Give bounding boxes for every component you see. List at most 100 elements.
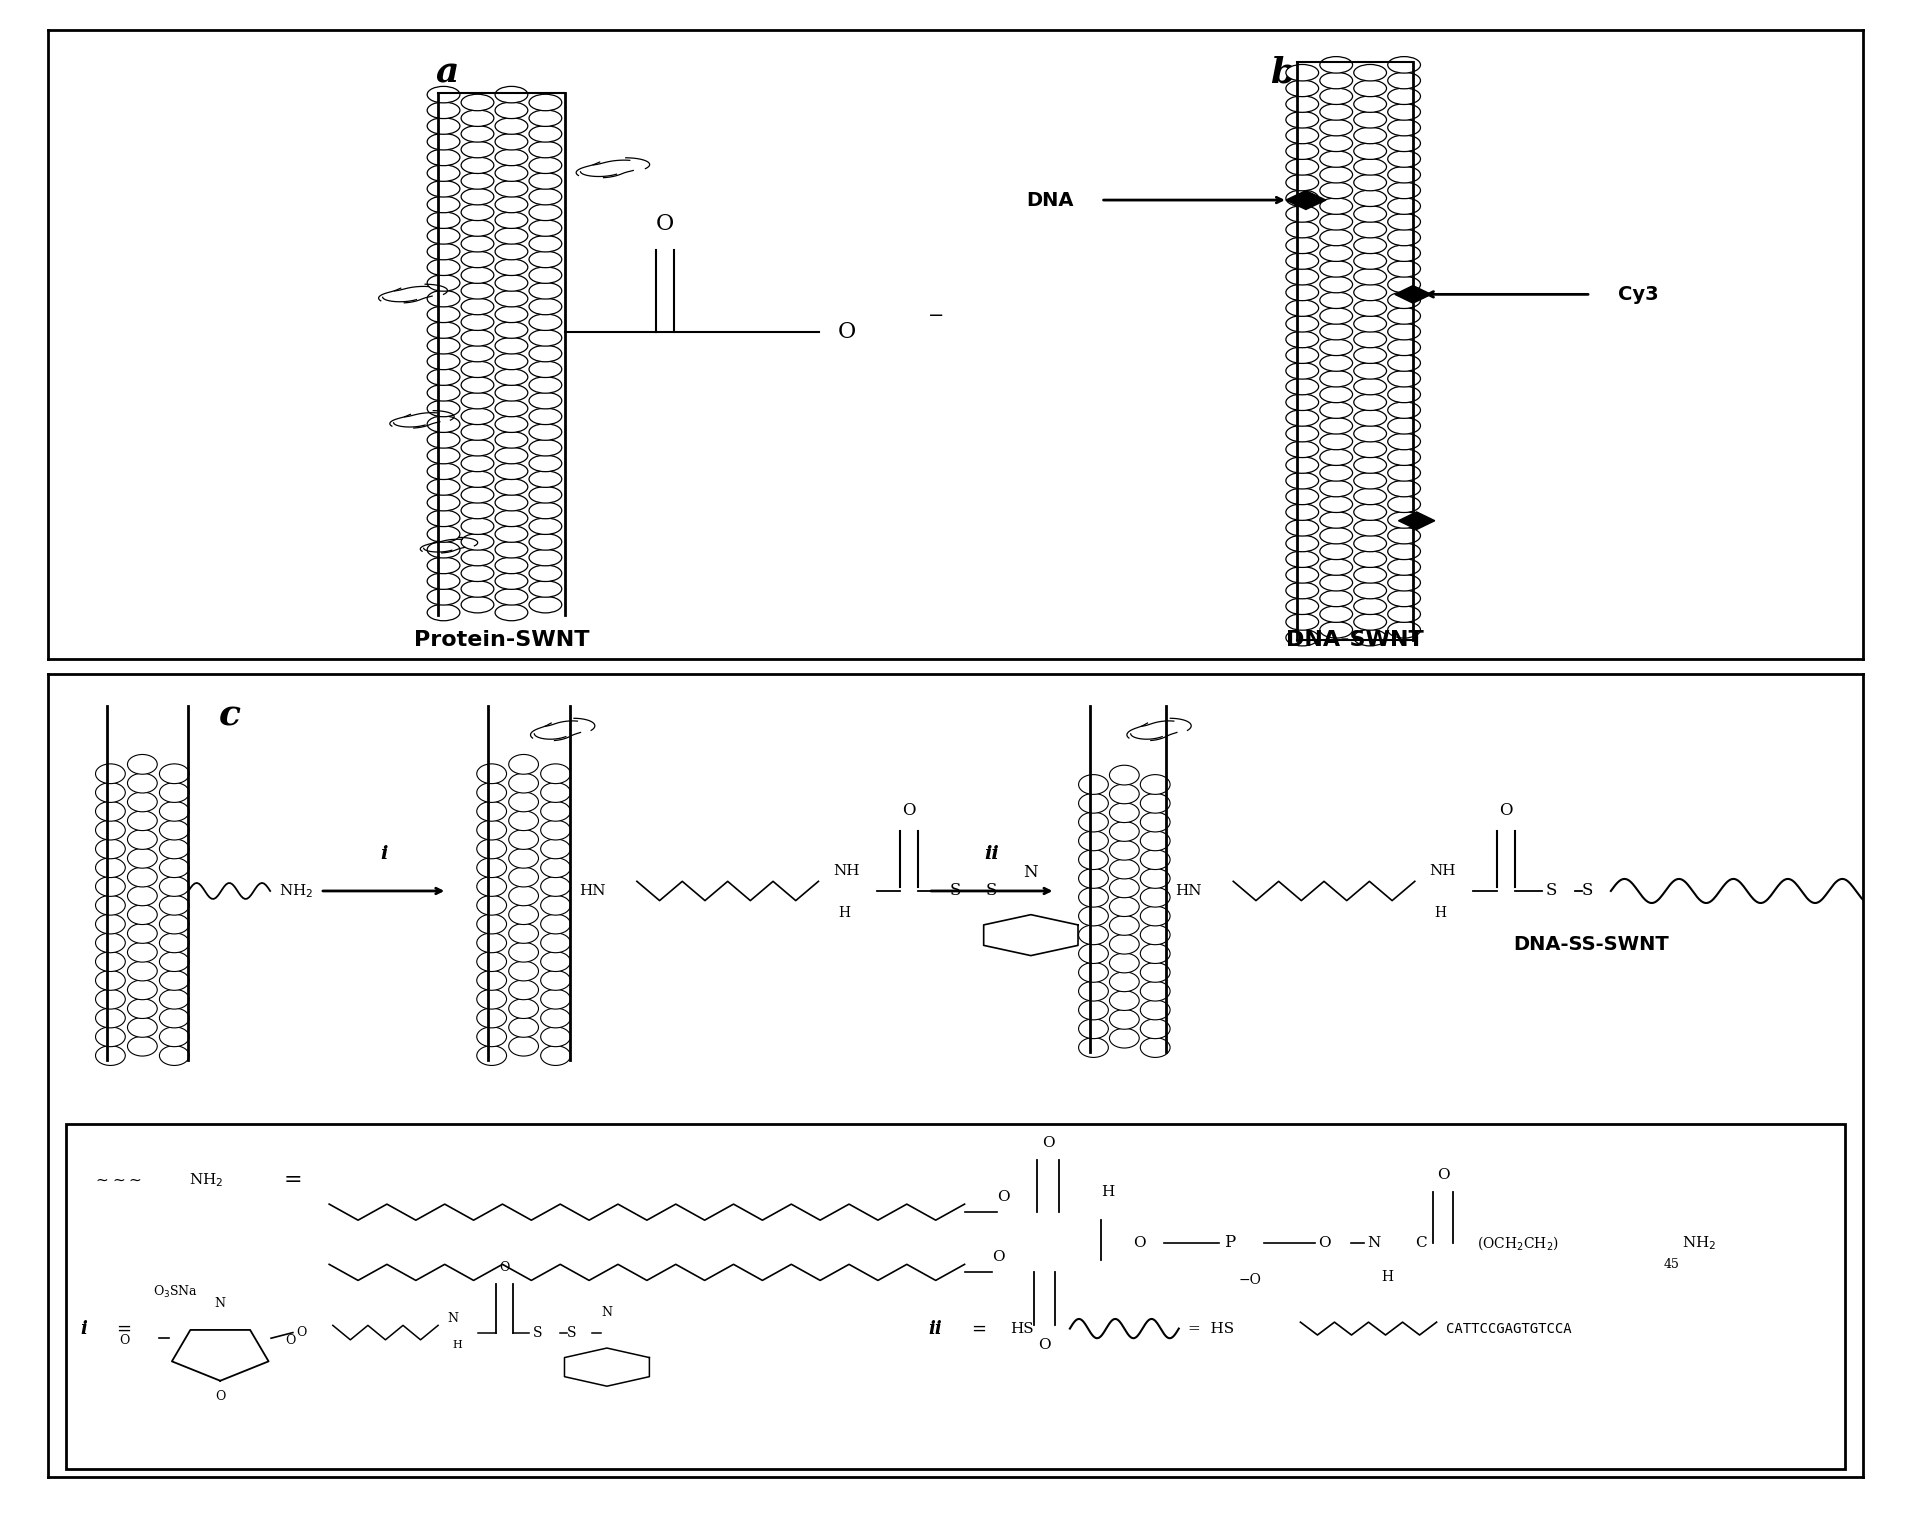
Text: O: O	[216, 1391, 225, 1403]
Ellipse shape	[495, 227, 527, 244]
Text: HN: HN	[579, 883, 606, 898]
Ellipse shape	[1387, 606, 1420, 623]
Ellipse shape	[1286, 504, 1319, 520]
Ellipse shape	[1110, 915, 1139, 935]
Ellipse shape	[128, 830, 157, 850]
Ellipse shape	[1078, 962, 1108, 982]
Ellipse shape	[1286, 614, 1319, 630]
Ellipse shape	[159, 951, 189, 971]
Ellipse shape	[1387, 229, 1420, 245]
Ellipse shape	[1387, 433, 1420, 450]
Ellipse shape	[1387, 245, 1420, 262]
Ellipse shape	[461, 282, 493, 298]
Ellipse shape	[1286, 535, 1319, 551]
Ellipse shape	[461, 220, 493, 236]
Text: H: H	[1435, 906, 1447, 921]
Ellipse shape	[428, 368, 461, 385]
Ellipse shape	[428, 385, 461, 401]
Ellipse shape	[529, 158, 562, 174]
Ellipse shape	[428, 212, 461, 229]
Ellipse shape	[128, 961, 157, 980]
Ellipse shape	[1387, 480, 1420, 497]
Ellipse shape	[1321, 135, 1353, 152]
Ellipse shape	[1141, 944, 1170, 964]
Text: O: O	[118, 1335, 130, 1347]
Ellipse shape	[1141, 832, 1170, 851]
Ellipse shape	[428, 558, 461, 574]
Ellipse shape	[529, 188, 562, 205]
Ellipse shape	[495, 212, 527, 229]
Ellipse shape	[1141, 906, 1170, 926]
Ellipse shape	[529, 126, 562, 142]
Ellipse shape	[476, 971, 506, 991]
Ellipse shape	[461, 235, 493, 251]
Ellipse shape	[96, 801, 126, 821]
Ellipse shape	[529, 361, 562, 377]
Polygon shape	[1399, 512, 1435, 530]
Ellipse shape	[1387, 103, 1420, 120]
Ellipse shape	[529, 298, 562, 315]
Text: =  HS: = HS	[1189, 1321, 1235, 1336]
Ellipse shape	[495, 197, 527, 212]
Ellipse shape	[1387, 73, 1420, 89]
Ellipse shape	[1321, 591, 1353, 606]
Ellipse shape	[1286, 458, 1319, 473]
Ellipse shape	[159, 1007, 189, 1027]
Ellipse shape	[1078, 982, 1108, 1001]
Ellipse shape	[529, 392, 562, 409]
Text: CATTCCGAGTGTCCA: CATTCCGAGTGTCCA	[1445, 1321, 1571, 1336]
Ellipse shape	[1353, 629, 1387, 645]
Ellipse shape	[461, 173, 493, 189]
Bar	[1298, 62, 1412, 641]
Ellipse shape	[541, 839, 571, 859]
Ellipse shape	[428, 432, 461, 448]
Ellipse shape	[1353, 315, 1387, 332]
Ellipse shape	[541, 914, 571, 933]
Ellipse shape	[1321, 182, 1353, 198]
Ellipse shape	[1286, 332, 1319, 348]
Ellipse shape	[1110, 953, 1139, 973]
Ellipse shape	[1286, 379, 1319, 395]
Text: $\sim\!\sim\!\sim$: $\sim\!\sim\!\sim$	[94, 1173, 141, 1188]
Ellipse shape	[529, 597, 562, 614]
Ellipse shape	[1387, 448, 1420, 465]
Ellipse shape	[461, 533, 493, 550]
Ellipse shape	[529, 503, 562, 518]
Ellipse shape	[428, 148, 461, 165]
Ellipse shape	[1387, 182, 1420, 198]
Ellipse shape	[1141, 962, 1170, 982]
Ellipse shape	[128, 773, 157, 792]
Ellipse shape	[1321, 152, 1353, 167]
Ellipse shape	[1286, 159, 1319, 176]
Text: H: H	[1101, 1185, 1114, 1198]
Ellipse shape	[1321, 495, 1353, 512]
Text: −: −	[929, 308, 944, 326]
Ellipse shape	[1353, 504, 1387, 520]
Ellipse shape	[529, 345, 562, 362]
Polygon shape	[1395, 285, 1431, 303]
Ellipse shape	[1353, 159, 1387, 176]
Ellipse shape	[1321, 198, 1353, 214]
Ellipse shape	[1321, 448, 1353, 465]
Ellipse shape	[461, 503, 493, 518]
Ellipse shape	[1387, 527, 1420, 544]
Text: i: i	[80, 1320, 88, 1338]
Text: NH$_2$: NH$_2$	[1682, 1233, 1716, 1251]
Ellipse shape	[495, 385, 527, 401]
Ellipse shape	[428, 180, 461, 197]
Ellipse shape	[1321, 339, 1353, 356]
Ellipse shape	[128, 886, 157, 906]
Ellipse shape	[159, 1027, 189, 1047]
Ellipse shape	[529, 550, 562, 565]
Ellipse shape	[541, 1007, 571, 1027]
Ellipse shape	[1387, 386, 1420, 403]
Ellipse shape	[461, 486, 493, 503]
Text: O$_3$SNa: O$_3$SNa	[153, 1285, 199, 1300]
Ellipse shape	[1110, 859, 1139, 879]
Ellipse shape	[476, 895, 506, 915]
Ellipse shape	[128, 848, 157, 868]
Ellipse shape	[508, 924, 539, 944]
Ellipse shape	[461, 377, 493, 394]
Text: O: O	[285, 1335, 296, 1347]
Ellipse shape	[495, 353, 527, 370]
